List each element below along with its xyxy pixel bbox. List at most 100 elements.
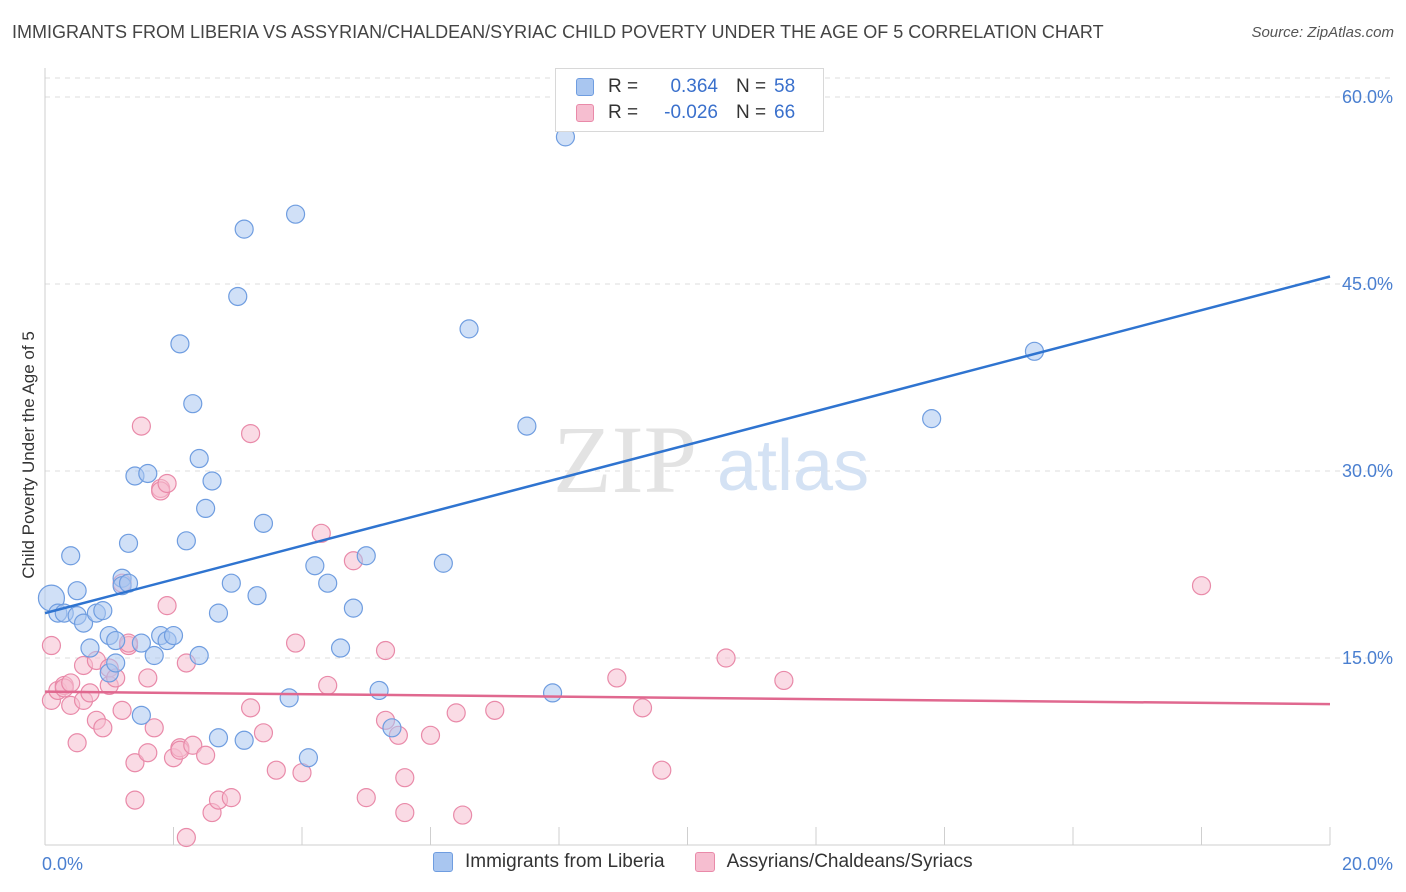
liberia-point — [131, 705, 151, 725]
legend-r-label: R = — [608, 102, 639, 123]
liberia-point — [138, 463, 158, 484]
assyrians-point — [41, 635, 62, 656]
liberia-point — [131, 633, 151, 653]
liberia-point — [459, 319, 479, 339]
liberia-point — [330, 638, 351, 658]
trend-line-assyrians — [44, 690, 1331, 706]
trend-lines — [44, 275, 1331, 706]
liberia-point — [183, 394, 203, 414]
liberia-point — [305, 556, 325, 576]
series-legend: Immigrants from Liberia Assyrians/Chalde… — [433, 851, 1003, 873]
liberia-point — [922, 409, 942, 429]
liberia-point — [170, 334, 190, 354]
liberia-point — [208, 603, 229, 623]
liberia-point — [356, 546, 376, 566]
chart-title: IMMIGRANTS FROM LIBERIA VS ASSYRIAN/CHAL… — [12, 22, 1104, 42]
assyrians-point — [112, 700, 132, 720]
assyrians-point — [266, 760, 286, 780]
assyrians-point — [774, 670, 794, 691]
assyrians-point — [67, 733, 87, 753]
assyrians-point — [285, 633, 306, 653]
y-tick-label: 45.0% — [1342, 274, 1393, 294]
assyrians-point — [375, 640, 396, 661]
liberia-point — [189, 645, 209, 666]
liberia-point — [73, 613, 94, 633]
legend-row-liberia: R = 0.364 N = 58 — [576, 74, 795, 100]
legend-n-value: 66 — [774, 102, 796, 123]
assyrians-point — [131, 416, 151, 436]
assyrians-point — [144, 718, 164, 738]
liberia-point — [163, 625, 184, 646]
assyrians-point — [241, 424, 261, 444]
assyrians-point — [652, 760, 672, 780]
liberia-point — [106, 653, 126, 673]
legend-swatch-blue — [433, 852, 453, 872]
liberia-point — [279, 688, 299, 708]
liberia-point — [542, 683, 563, 703]
liberia-point — [93, 601, 113, 621]
y-tick-label: 15.0% — [1342, 648, 1393, 668]
liberia-point — [517, 416, 537, 436]
assyrians-point — [607, 668, 627, 688]
liberia-point — [433, 553, 453, 573]
legend-n-label: N = — [736, 102, 767, 123]
assyrians-point — [176, 827, 196, 848]
trend-line-liberia — [44, 275, 1331, 615]
legend-label-assyrians: Assyrians/Chaldeans/Syriacs — [726, 851, 973, 872]
liberia-point — [61, 546, 81, 566]
legend-item-liberia[interactable]: Immigrants from Liberia — [433, 851, 665, 873]
y-tick-label: 60.0% — [1342, 87, 1393, 107]
assyrians-point — [453, 805, 473, 825]
assyrians-point — [138, 743, 158, 763]
liberia-point — [234, 730, 254, 750]
assyrians-point — [93, 718, 113, 738]
liberia-point — [234, 219, 254, 239]
liberia-point — [80, 638, 100, 658]
legend-n-label: N = — [736, 76, 767, 97]
assyrians-point — [253, 723, 274, 743]
liberia-point — [285, 204, 306, 224]
liberia-point — [228, 286, 248, 307]
assyrians-point — [420, 725, 441, 745]
assyrians-point — [356, 788, 376, 808]
legend-r-value: 0.364 — [670, 76, 718, 97]
liberia-point — [298, 748, 319, 768]
assyrians-point — [311, 523, 331, 543]
y-axis-label: Child Poverty Under the Age of 5 — [19, 331, 38, 579]
legend-row-assyrians: R = -0.026 N = 66 — [576, 100, 795, 126]
liberia-point — [369, 680, 389, 701]
legend-r-value: -0.026 — [664, 102, 718, 123]
assyrians-point — [157, 473, 177, 494]
liberia-point — [202, 471, 222, 491]
assyrians-point — [125, 790, 145, 810]
watermark-zip: ZIP — [553, 406, 697, 513]
liberia-point — [196, 498, 216, 518]
y-tick-label: 30.0% — [1342, 461, 1393, 481]
liberia-point — [208, 728, 229, 748]
assyrians-point — [716, 648, 736, 668]
watermark-atlas: atlas — [717, 426, 869, 506]
x-tick-label: 0.0% — [42, 854, 83, 874]
assyrians-point — [138, 668, 158, 688]
legend-r-label: R = — [608, 76, 639, 97]
liberia-point — [253, 513, 274, 533]
liberia-point — [67, 581, 87, 601]
series-liberia-points — [37, 127, 1045, 768]
x-tick-label: 20.0% — [1342, 854, 1393, 874]
legend-swatch-pink — [694, 852, 715, 872]
assyrians-point — [395, 768, 415, 788]
liberia-point — [382, 718, 402, 738]
legend-item-assyrians[interactable]: Assyrians/Chaldeans/Syriacs — [694, 851, 973, 873]
axes — [44, 68, 1331, 846]
assyrians-point — [196, 745, 216, 765]
liberia-point — [189, 448, 209, 469]
liberia-point — [144, 645, 164, 666]
assyrians-point — [395, 802, 415, 823]
liberia-point — [106, 630, 126, 651]
assyrians-point — [1191, 576, 1212, 596]
tick-labels: 15.0% 30.0% 45.0% 60.0% 0.0% 20.0% — [42, 87, 1393, 874]
watermark: ZIP atlas — [553, 406, 869, 513]
correlation-legend: R = 0.364 N = 58 R = -0.026 N = 66 — [555, 68, 824, 132]
assyrians-point — [183, 735, 203, 755]
